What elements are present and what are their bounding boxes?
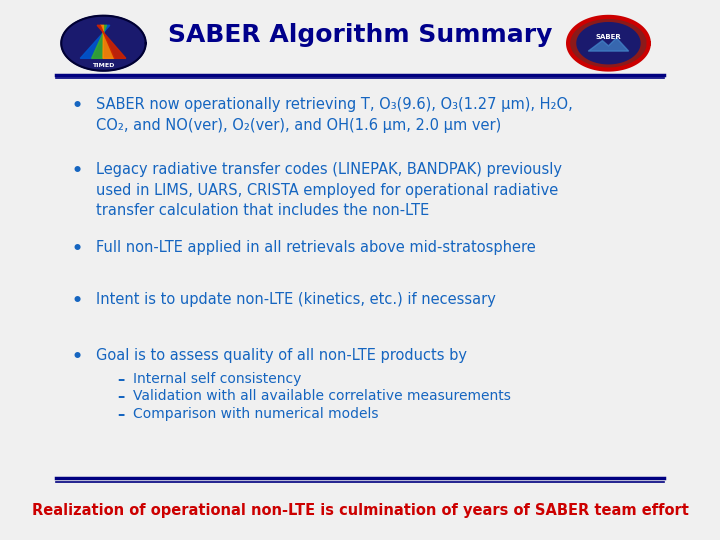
Text: SABER Algorithm Summary: SABER Algorithm Summary	[168, 23, 552, 47]
Text: Realization of operational non-LTE is culmination of years of SABER team effort: Realization of operational non-LTE is cu…	[32, 503, 688, 518]
Text: •: •	[72, 240, 83, 258]
Polygon shape	[91, 25, 107, 58]
Text: •: •	[72, 348, 83, 366]
Text: TIMED: TIMED	[92, 63, 114, 69]
Text: used in LIMS, UARS, CRISTA employed for operational radiative: used in LIMS, UARS, CRISTA employed for …	[96, 183, 558, 198]
Text: •: •	[72, 97, 83, 115]
Text: –: –	[117, 407, 125, 422]
Text: SABER: SABER	[595, 33, 621, 39]
Text: •: •	[72, 292, 83, 309]
Polygon shape	[80, 25, 110, 58]
Polygon shape	[588, 38, 629, 51]
Polygon shape	[100, 25, 114, 58]
Polygon shape	[61, 16, 145, 71]
Text: Legacy radiative transfer codes (LINEPAK, BANDPAK) previously: Legacy radiative transfer codes (LINEPAK…	[96, 162, 562, 177]
Polygon shape	[577, 23, 640, 64]
Text: Intent is to update non-LTE (kinetics, etc.) if necessary: Intent is to update non-LTE (kinetics, e…	[96, 292, 496, 307]
Text: Full non-LTE applied in all retrievals above mid-stratosphere: Full non-LTE applied in all retrievals a…	[96, 240, 536, 255]
Text: •: •	[72, 162, 83, 180]
Text: –: –	[117, 372, 125, 387]
Text: CO₂, and NO(ver), O₂(ver), and OH(1.6 μm, 2.0 μm ver): CO₂, and NO(ver), O₂(ver), and OH(1.6 μm…	[96, 118, 501, 133]
Text: Internal self consistency: Internal self consistency	[133, 372, 302, 386]
Polygon shape	[97, 25, 126, 58]
Text: SABER now operationally retrieving T, O₃(9.6), O₃(1.27 μm), H₂O,: SABER now operationally retrieving T, O₃…	[96, 97, 573, 112]
Polygon shape	[568, 17, 649, 70]
Text: Goal is to assess quality of all non-LTE products by: Goal is to assess quality of all non-LTE…	[96, 348, 467, 363]
Text: Validation with all available correlative measurements: Validation with all available correlativ…	[133, 389, 511, 403]
Text: –: –	[117, 389, 125, 404]
Text: transfer calculation that includes the non-LTE: transfer calculation that includes the n…	[96, 203, 429, 218]
Text: Comparison with numerical models: Comparison with numerical models	[133, 407, 379, 421]
